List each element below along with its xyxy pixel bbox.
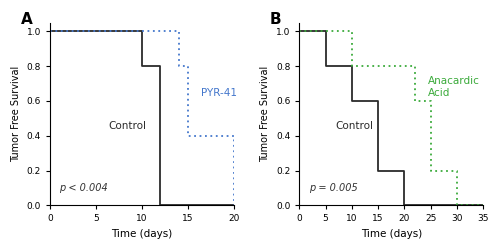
Y-axis label: Tumor Free Survival: Tumor Free Survival (11, 66, 21, 162)
Y-axis label: Tumor Free Survival: Tumor Free Survival (260, 66, 270, 162)
Text: Control: Control (336, 120, 374, 130)
Text: PYR-41: PYR-41 (201, 88, 237, 98)
Text: Anacardic
Acid: Anacardic Acid (428, 76, 480, 98)
Text: B: B (270, 12, 281, 27)
Text: A: A (20, 12, 32, 27)
X-axis label: Time (days): Time (days) (112, 229, 172, 239)
X-axis label: Time (days): Time (days) (360, 229, 422, 239)
Text: p < 0.004: p < 0.004 (60, 183, 108, 193)
Text: Control: Control (108, 120, 146, 130)
Text: p = 0.005: p = 0.005 (308, 183, 358, 193)
